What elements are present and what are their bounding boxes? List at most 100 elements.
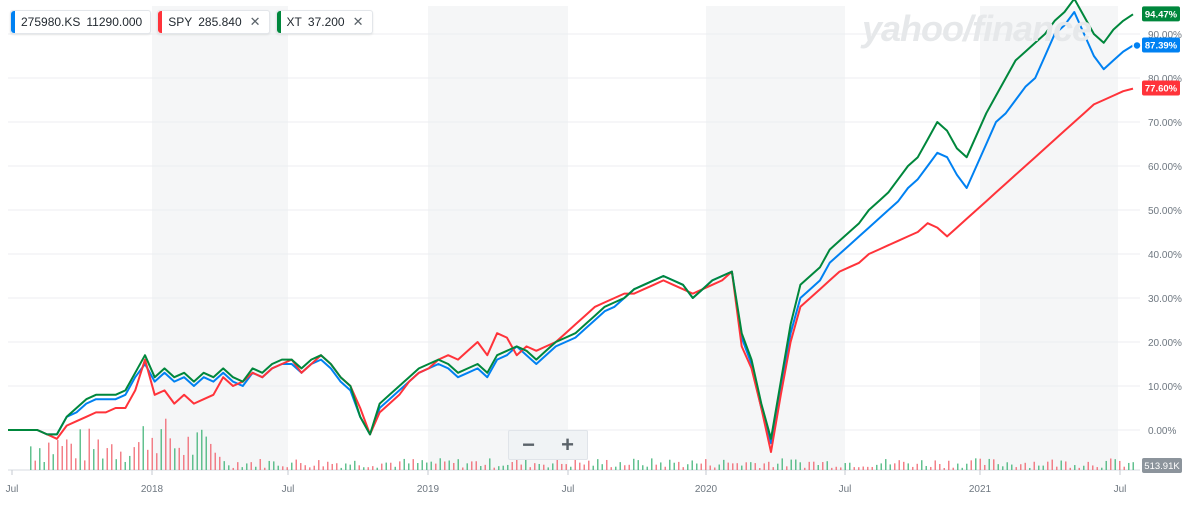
volume-bar (471, 461, 473, 470)
volume-bar (1065, 461, 1067, 470)
volume-bar (448, 460, 450, 470)
volume-bar (651, 458, 653, 470)
series-end-label: 87.39% (1145, 40, 1178, 51)
y-tick-label: 70.00% (1148, 118, 1182, 129)
volume-bar (574, 459, 576, 470)
volume-bar (300, 463, 302, 470)
volume-bar (133, 447, 135, 470)
volume-bar (277, 465, 279, 470)
volume-bar (444, 461, 446, 470)
volume-bar (718, 464, 720, 470)
legend-chip-spy[interactable]: SPY 285.840 ✕ (157, 10, 270, 34)
volume-bar (291, 462, 293, 470)
volume-bar (993, 459, 995, 470)
volume-bar (340, 467, 342, 470)
volume-bar (228, 465, 230, 470)
volume-bar (1006, 462, 1008, 470)
volume-bar (417, 463, 419, 470)
volume-bar (399, 461, 401, 470)
volume-bar (201, 429, 203, 470)
volume-bar (1123, 466, 1125, 470)
legend-symbol: SPY (168, 15, 193, 29)
series-color-swatch (276, 11, 281, 33)
volume-bar (111, 444, 113, 470)
volume-bar (259, 459, 261, 470)
volume-bar (282, 466, 284, 470)
volume-bar (1056, 466, 1058, 470)
legend-chip-xt[interactable]: XT 37.200 ✕ (275, 10, 373, 34)
volume-bar (75, 458, 77, 470)
volume-bar (408, 463, 410, 470)
period-band (152, 6, 288, 470)
volume-bar (732, 463, 734, 470)
volume-bar (853, 467, 855, 470)
volume-bar (565, 464, 567, 470)
volume-bar (808, 461, 810, 470)
legend-chip-275980-ks[interactable]: 275980.KS 11290.000 (10, 10, 152, 34)
x-tick-label: 2021 (969, 484, 992, 495)
volume-bar (106, 448, 108, 470)
volume-bar (655, 464, 657, 470)
zoom-in-button[interactable]: + (561, 432, 574, 457)
volume-bar (79, 429, 81, 470)
volume-bar (48, 442, 50, 470)
legend-symbol: 275980.KS (21, 15, 81, 29)
volume-bar (178, 447, 180, 470)
volume-bar (439, 458, 441, 470)
y-tick-label: 90.00% (1148, 30, 1182, 41)
volume-bar (772, 467, 774, 470)
volume-bar (516, 459, 518, 470)
volume-bar (894, 463, 896, 470)
volume-bar (484, 464, 486, 470)
volume-bar (790, 459, 792, 470)
volume-bar (426, 462, 428, 470)
volume-bar (1132, 462, 1134, 470)
volume-bar (988, 458, 990, 470)
volume-bar (939, 464, 941, 470)
volume-bar (723, 459, 725, 470)
volume-bar (822, 462, 824, 470)
volume-bar (214, 452, 216, 470)
volume-bar (1101, 467, 1103, 470)
volume-bar (169, 438, 171, 470)
volume-bar (165, 418, 167, 470)
volume-bar (156, 453, 158, 470)
volume-bar (336, 463, 338, 470)
close-icon[interactable]: ✕ (249, 14, 261, 29)
volume-bar (97, 439, 99, 470)
volume-bar (511, 462, 513, 470)
volume-bar (705, 459, 707, 470)
volume-bar (43, 462, 45, 470)
volume-bar (88, 428, 90, 470)
volume-label: 513.91K (1144, 461, 1180, 472)
volume-bar (273, 461, 275, 470)
volume-bar (912, 466, 914, 470)
volume-bar (556, 458, 558, 470)
legend-price: 285.840 (198, 15, 242, 29)
volume-bar (30, 446, 32, 470)
volume-bar (309, 467, 311, 470)
zoom-out-button[interactable]: − (522, 432, 535, 457)
volume-bar (876, 464, 878, 470)
volume-bar (826, 461, 828, 470)
series-color-swatch (158, 11, 163, 33)
yahoo-finance-watermark: yahoo/finance (862, 8, 1092, 49)
volume-bar (453, 462, 455, 470)
volume-bar (1051, 459, 1053, 470)
period-band (706, 6, 845, 470)
volume-bar (709, 465, 711, 470)
close-icon[interactable]: ✕ (352, 14, 364, 29)
volume-bar (777, 463, 779, 470)
volume-bar (687, 464, 689, 470)
volume-bar (957, 463, 959, 470)
volume-bar (1042, 465, 1044, 470)
volume-bar (664, 466, 666, 470)
volume-bar (952, 467, 954, 470)
volume-bar (592, 465, 594, 470)
volume-bar (363, 467, 365, 470)
volume-bar (849, 462, 851, 470)
zoom-controls: − + (508, 430, 588, 460)
volume-bar (984, 464, 986, 470)
volume-bar (223, 461, 225, 470)
volume-bar (507, 464, 509, 470)
